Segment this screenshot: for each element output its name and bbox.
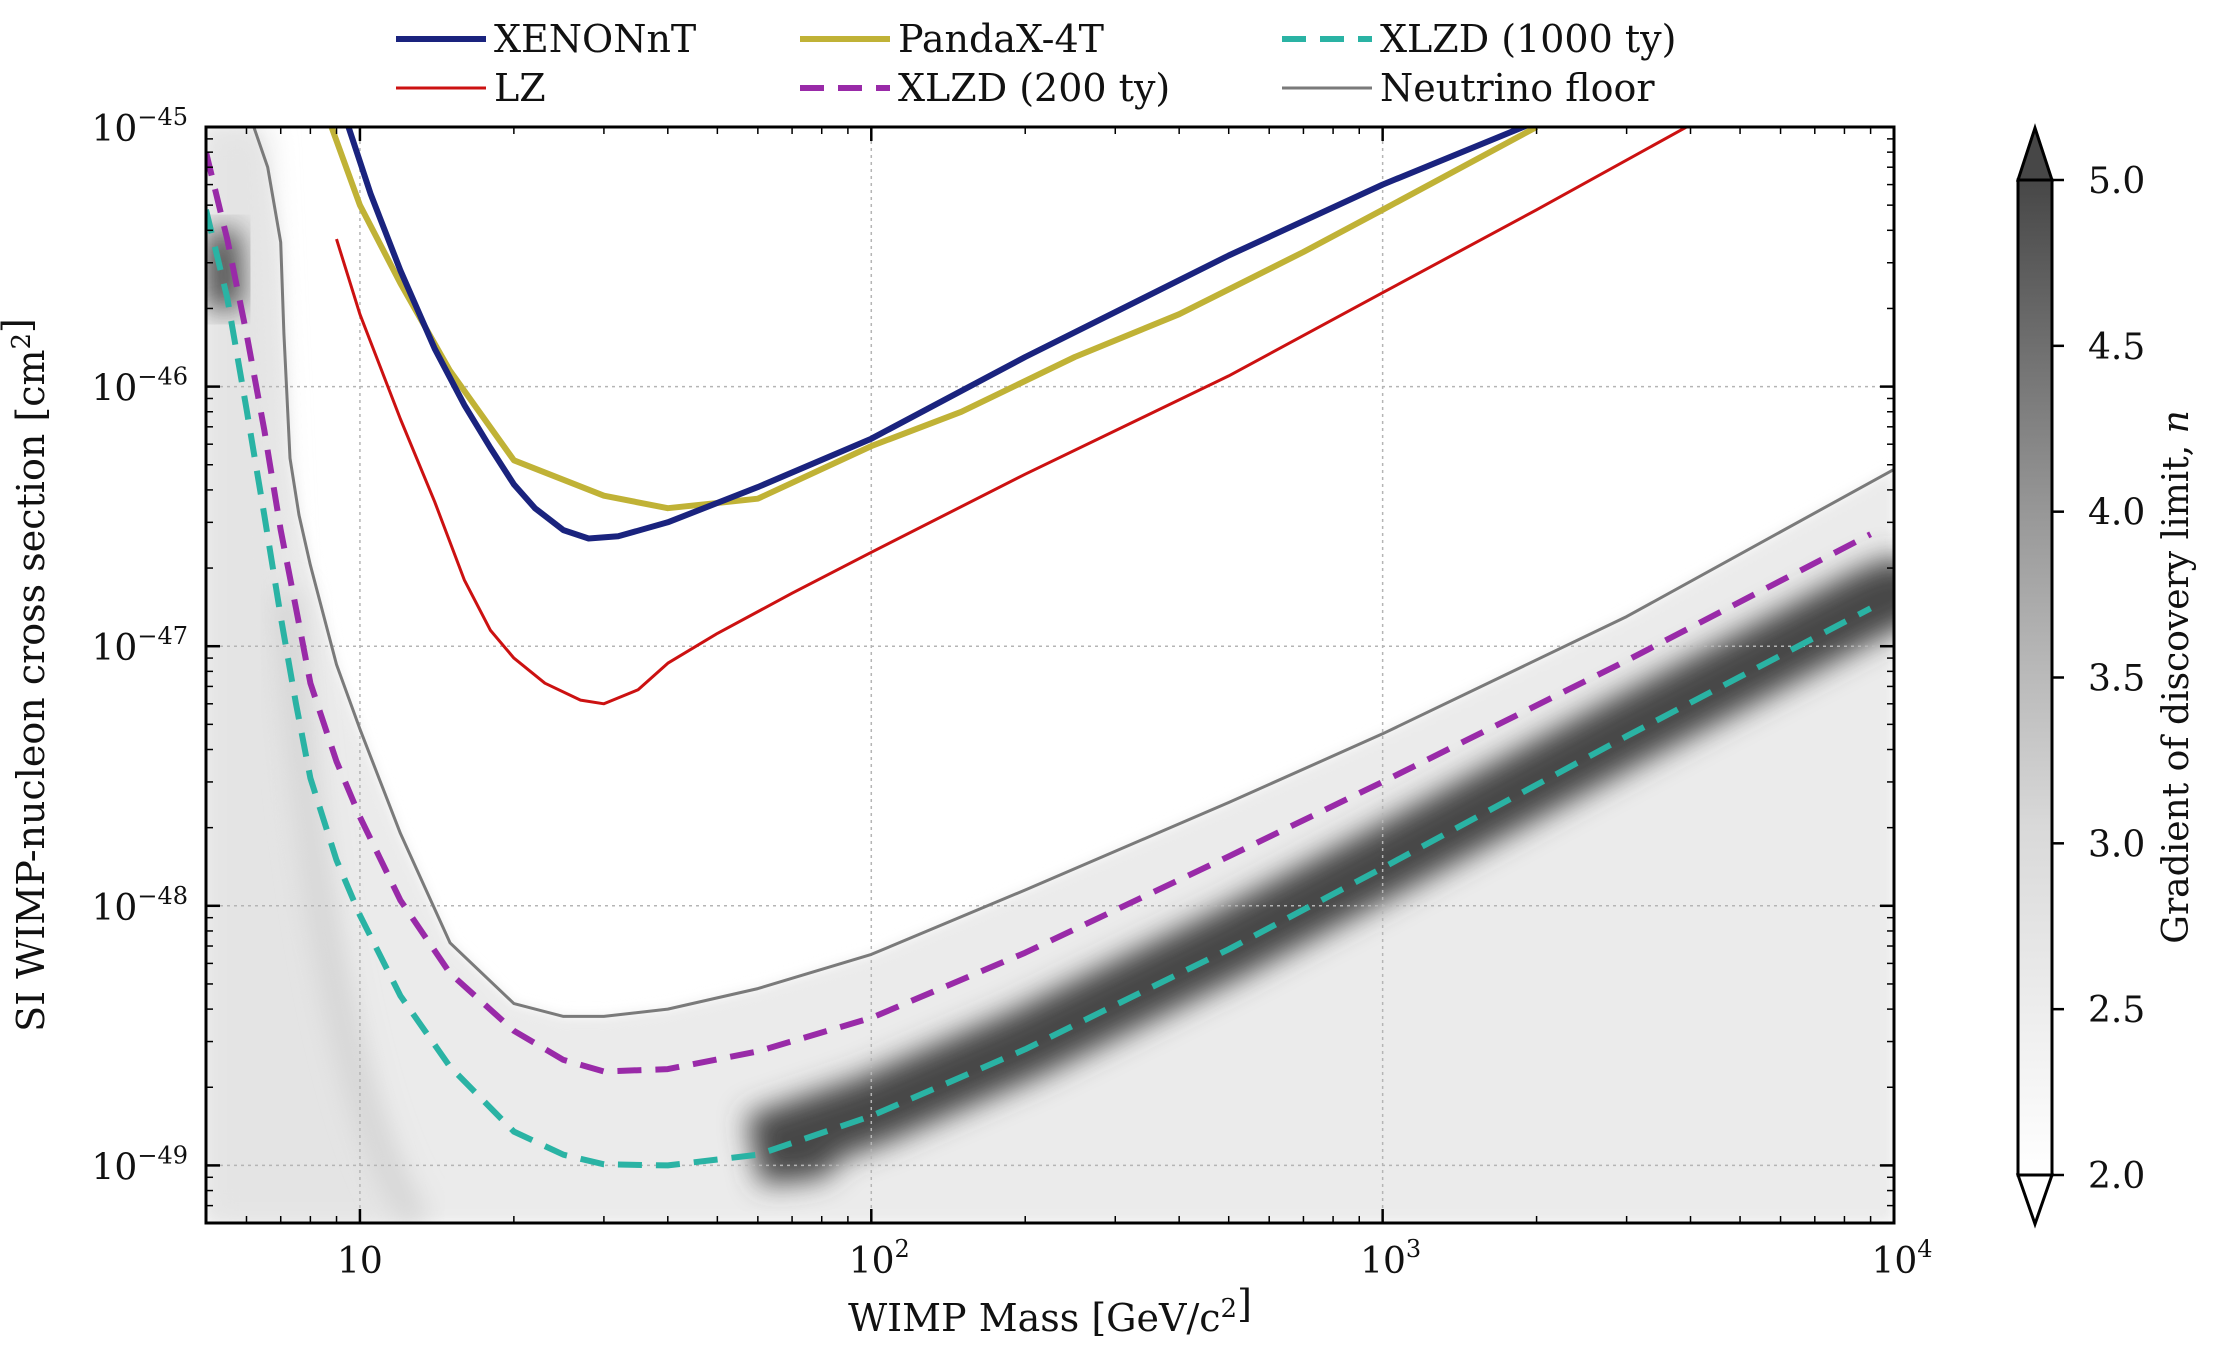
series-line-neutrino-floor <box>252 127 1894 1018</box>
x-tick-label: 103 <box>1360 1235 1421 1282</box>
discovery-gradient-map <box>206 127 1894 1223</box>
colorbar-bottom-extend <box>2015 1173 2055 1229</box>
legend-label: XENONnT <box>494 17 696 61</box>
colorbar-tick-label: 3.0 <box>2088 824 2145 865</box>
y-axis-label: SI WIMP-nucleon cross section [cm2] <box>0 318 53 1032</box>
x-axis-label: WIMP Mass [GeV/c2] <box>848 1282 1252 1340</box>
x-tick-label: 102 <box>849 1235 910 1282</box>
plot-frame <box>204 125 1896 1225</box>
legend-label: XLZD (1000 ty) <box>1380 17 1676 61</box>
y-tick-label: 10−49 <box>92 1141 188 1188</box>
colorbar-tick-label: 4.5 <box>2088 327 2145 368</box>
colorbar-tick-label: 3.5 <box>2088 659 2145 700</box>
y-tick-label: 10−47 <box>92 622 188 669</box>
series-layer <box>206 127 1894 1169</box>
colorbar-body <box>2016 178 2054 1177</box>
series-line-xlzd-1000-ty <box>206 209 1872 1169</box>
colorbar-tick-label: 5.0 <box>2088 161 2145 202</box>
tick-layer: 10 102 103 104 10−45 10−46 10−47 10−48 10−49 <box>92 103 1933 1282</box>
x-tick-label: 104 <box>1871 1235 1932 1282</box>
y-tick-label: 10−46 <box>92 363 188 410</box>
series-line-xenonnt <box>345 127 1532 542</box>
series-line-xlzd-200-ty <box>206 151 1872 1075</box>
map-faint-arc <box>276 592 428 1223</box>
colorbar-tick-label: 2.5 <box>2088 990 2145 1031</box>
legend: XENONnT LZ PandaX-4T XLZD (200 ty) XLZD (100… <box>396 17 1676 110</box>
colorbar-tick-label: 2.0 <box>2088 1156 2145 1197</box>
colorbar: 2.0 2.5 3.0 3.5 4.0 4.5 5.0 Gradient of discove… <box>2015 123 2197 1229</box>
colorbar-tick-label: 4.0 <box>2088 493 2145 534</box>
y-tick-label: 10−48 <box>92 882 188 929</box>
map-left-band <box>206 127 401 1223</box>
y-tick-label: 10−45 <box>92 103 188 150</box>
map-light-region <box>206 127 1894 1223</box>
legend-label: XLZD (200 ty) <box>898 66 1170 110</box>
colorbar-label: Gradient of discovery limit, n <box>2156 410 2197 944</box>
colorbar-top-extend <box>2015 123 2055 182</box>
legend-label: PandaX-4T <box>898 17 1104 61</box>
legend-label: LZ <box>494 66 546 110</box>
series-line-lz <box>335 127 1690 706</box>
legend-label: Neutrino floor <box>1380 66 1655 110</box>
x-tick-label: 10 <box>337 1241 383 1282</box>
map-dark-band <box>746 558 1894 1185</box>
